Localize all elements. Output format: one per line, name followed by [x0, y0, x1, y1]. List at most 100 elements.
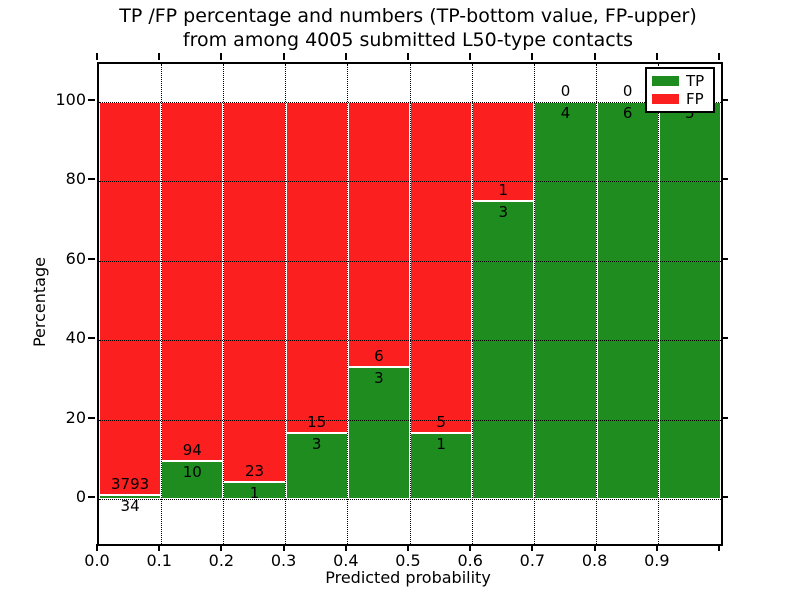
fp-bar-segment [223, 102, 286, 483]
y-tick-right [721, 178, 728, 181]
x-tick-top [469, 53, 472, 60]
y-tick-label: 20 [65, 407, 86, 427]
y-tick [88, 496, 95, 498]
fp-bar-segment [161, 102, 224, 461]
x-tick [593, 544, 596, 551]
plot-area: 3793349410231153635113040605 [97, 62, 723, 546]
x-tick-top [158, 53, 161, 60]
y-tick-label: 0 [75, 487, 86, 506]
tp-count-label: 1 [436, 434, 446, 453]
x-tick-label: 0.1 [146, 551, 172, 570]
x-tick-label: 0.4 [333, 551, 359, 570]
tp-count-label: 10 [182, 462, 202, 481]
tp-bar-segment [99, 495, 162, 499]
tp-bar-segment [223, 482, 286, 499]
x-tick [220, 544, 223, 551]
tp-count-label: 3 [498, 203, 509, 222]
fp-legend-label: FP [686, 90, 704, 108]
tp-count-label: 1 [249, 484, 260, 503]
x-tick [158, 544, 161, 551]
fp-bar-segment [347, 102, 410, 367]
x-tick-label: 0.5 [395, 551, 421, 570]
x-tick [282, 544, 285, 551]
tp-count-label: 3 [311, 434, 322, 453]
x-tick-top [407, 53, 409, 60]
x-tick [96, 544, 98, 551]
x-tick-label: 0.0 [84, 551, 110, 570]
bars-layer [99, 64, 721, 544]
tp-bar-segment [658, 102, 721, 499]
y-tick-label: 100 [55, 90, 86, 109]
y-tick-right [721, 257, 728, 260]
tp-bar-segment [534, 102, 597, 499]
legend-item-fp: FP [652, 91, 708, 107]
tp-count-label: 5 [685, 104, 695, 122]
y-tick-label: 40 [65, 328, 86, 348]
fp-count-label: 5 [436, 412, 446, 431]
y-tick-right [721, 99, 728, 101]
chart-title-line2: from among 4005 submitted L50-type conta… [182, 29, 634, 51]
tp-bar-segment [161, 460, 224, 499]
x-tick [655, 544, 658, 551]
fp-bar-segment [285, 102, 348, 433]
fp-count-label: 1 [498, 181, 509, 200]
fp-count-label: 0 [622, 82, 633, 100]
x-tick [718, 544, 720, 551]
y-tick-label: 60 [65, 248, 86, 268]
tp-count-label: 4 [560, 104, 571, 122]
fp-bar-segment [99, 102, 162, 496]
x-tick-top [96, 53, 98, 60]
x-tick-top [655, 53, 658, 60]
y-tick [88, 178, 95, 181]
fp-count-label: 23 [244, 462, 265, 481]
x-tick-label: 0.2 [208, 551, 235, 570]
y-tick [88, 257, 95, 260]
tp-bar-segment [347, 366, 410, 499]
x-tick-label: 0.9 [644, 551, 670, 570]
fp-count-label: 15 [307, 412, 327, 431]
x-tick-top [220, 53, 223, 60]
x-tick-label: 0.6 [457, 551, 483, 570]
fp-count-label: 0 [560, 82, 571, 100]
x-tick-top [593, 53, 596, 60]
legend: TP FP [645, 67, 715, 113]
y-tick-right [721, 496, 728, 498]
x-tick-label: 0.7 [519, 551, 546, 570]
x-tick-top [531, 53, 534, 60]
tp-bar-segment [285, 432, 348, 499]
x-tick [531, 544, 534, 551]
tp-bar-segment [596, 102, 659, 499]
tp-bar-segment [472, 201, 535, 499]
y-tick-right [721, 416, 728, 419]
fp-count-label: 94 [182, 440, 202, 459]
legend-item-tp: TP [652, 73, 708, 89]
fp-count-label: 3793 [111, 475, 150, 494]
tp-count-label: 6 [622, 104, 633, 122]
y-tick [88, 337, 95, 340]
y-tick-label: 80 [65, 169, 86, 189]
y-tick-right [721, 337, 728, 340]
tp-legend-label: TP [686, 72, 705, 90]
fp-bar-segment [472, 102, 535, 202]
x-tick-top [282, 53, 285, 60]
fp-legend-swatch [652, 94, 679, 104]
chart-title: TP /FP percentage and numbers (TP-bottom… [97, 4, 719, 52]
y-axis-label: Percentage [30, 257, 49, 348]
fp-count-label: 6 [374, 346, 384, 365]
tp-count-label: 3 [374, 368, 384, 387]
chart-title-line1: TP /FP percentage and numbers (TP-bottom… [119, 5, 697, 27]
tp-count-label: 34 [120, 497, 140, 516]
x-tick-label: 0.3 [270, 551, 297, 570]
x-tick-top [344, 53, 347, 60]
x-tick [407, 544, 409, 551]
annotations-layer: 3793349410231153635113040605 [99, 64, 721, 544]
y-tick [88, 416, 95, 419]
tp-legend-swatch [652, 76, 679, 86]
y-tick [88, 99, 95, 101]
x-tick [344, 544, 347, 551]
x-tick-top [718, 53, 720, 60]
tp-bar-segment [410, 432, 473, 499]
x-tick-label: 0.8 [581, 551, 608, 570]
x-tick [469, 544, 472, 551]
